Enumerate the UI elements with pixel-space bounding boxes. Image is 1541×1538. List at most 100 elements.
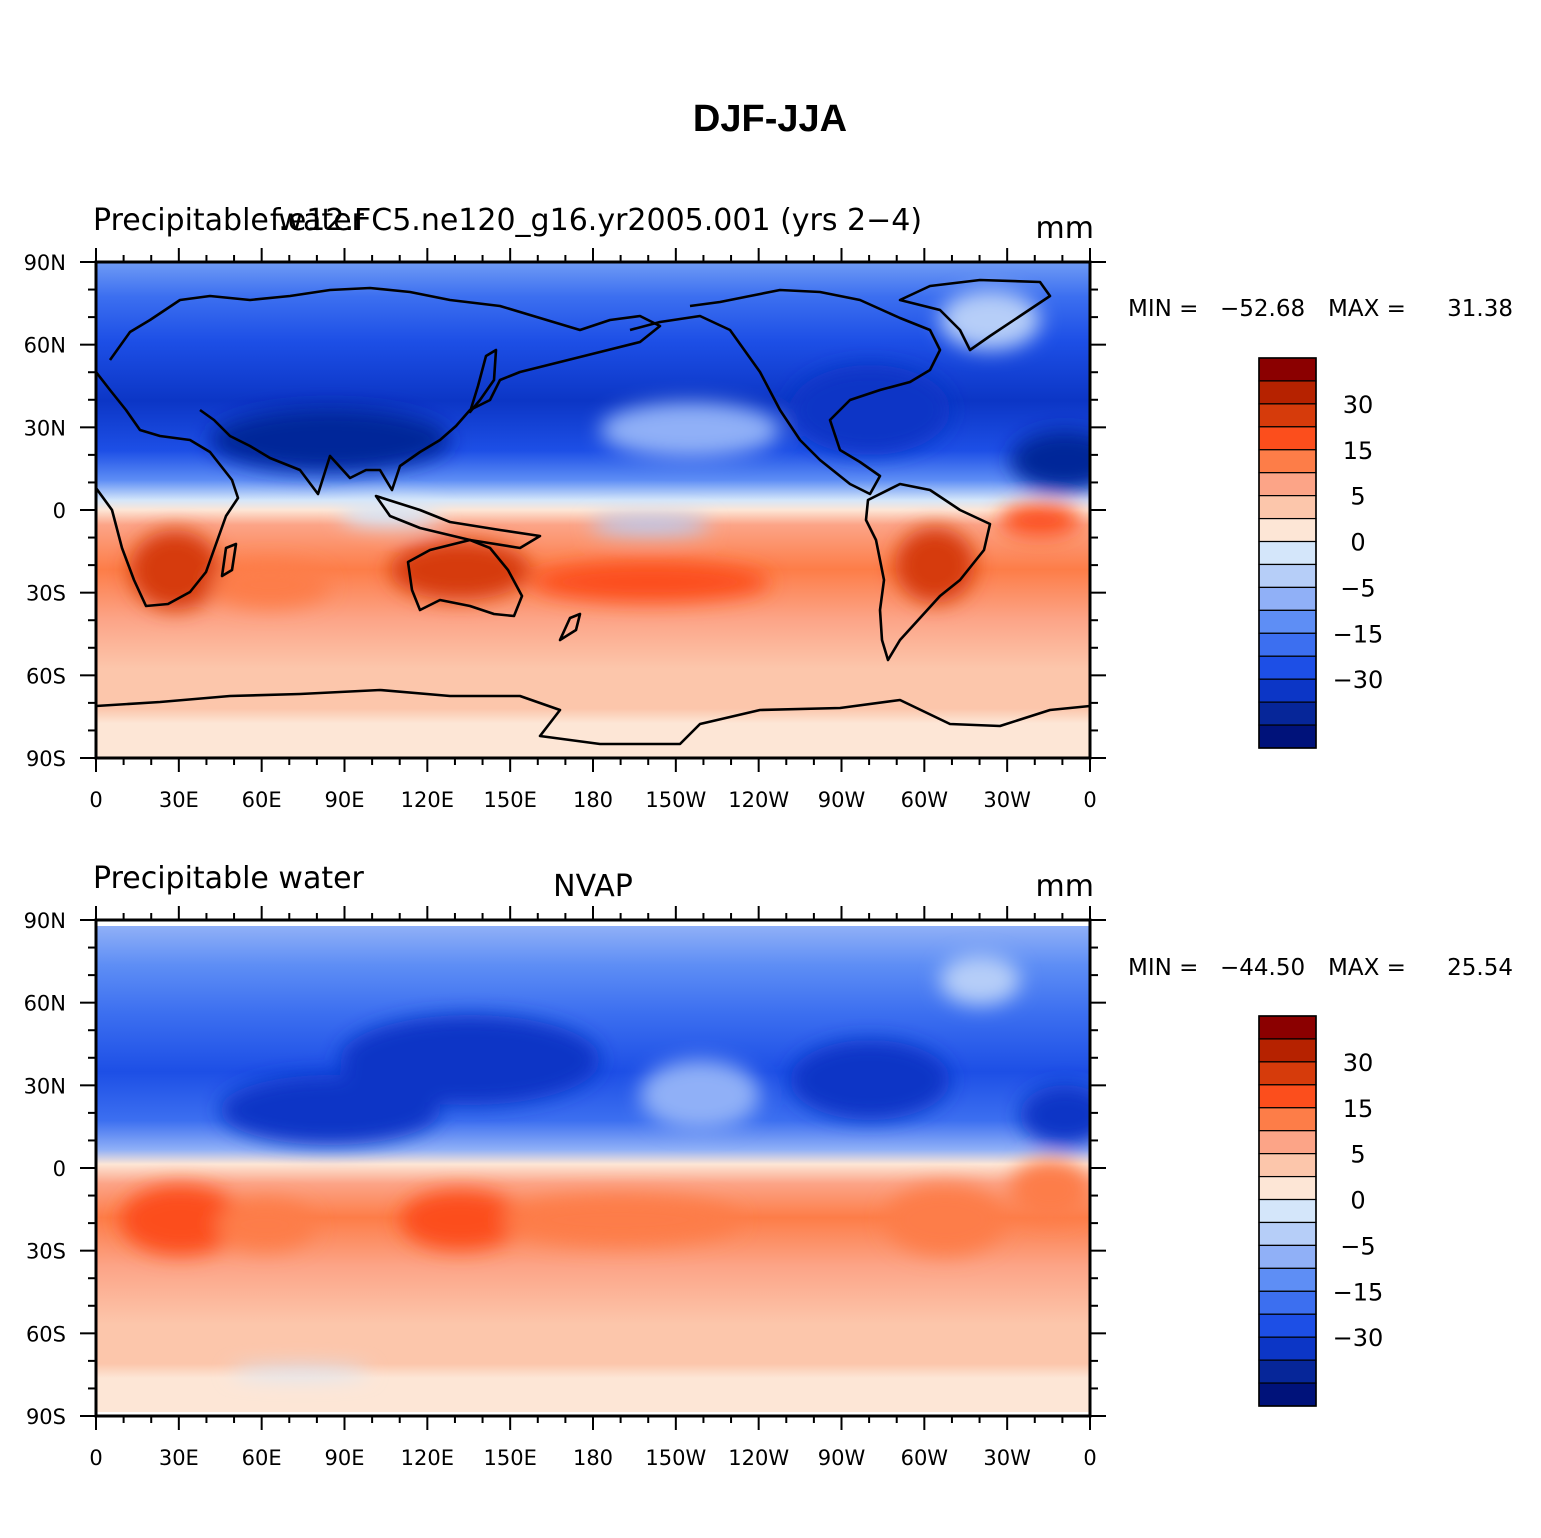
panel-left-title: Precipitable water [93, 861, 365, 896]
lon-tick-label: 0 [89, 1446, 102, 1470]
lon-tick-label: 120W [728, 788, 789, 812]
colorbar-cell [1258, 1107, 1317, 1132]
coast-greenland [898, 278, 1052, 352]
colorbar-cell [1258, 1267, 1317, 1292]
colorbar-cell [1258, 1359, 1317, 1384]
colorbar-cell [1258, 563, 1317, 589]
colorbar-cell [1258, 632, 1317, 657]
coast-africa-eurasia [96, 371, 240, 608]
lat-tick-label: 60N [24, 334, 66, 358]
colorbar-frame [1258, 357, 1317, 749]
colorbar-label: 15 [1343, 1095, 1374, 1123]
colorbar-cell [1258, 540, 1317, 566]
lon-tick-label: 120W [728, 1446, 789, 1470]
panel-center-title: NVAP [553, 869, 633, 904]
lon-tick-label: 60W [901, 788, 949, 812]
lon-tick-label: 180 [573, 1446, 613, 1470]
colorbar-label: −15 [1333, 1278, 1384, 1306]
lon-tick-label: 60E [242, 788, 282, 812]
coast-new-zealand [558, 612, 582, 642]
lat-tick-label: 90S [26, 747, 66, 771]
colorbar-cell [1258, 1175, 1317, 1201]
max-label: MAX = [1328, 955, 1406, 981]
lat-tick-label: 30S [26, 1240, 66, 1264]
colorbar-cell [1258, 449, 1317, 474]
lat-tick-label: 30N [24, 1074, 66, 1098]
colorbar-label: −5 [1340, 574, 1375, 602]
lon-tick-label: 0 [1083, 1446, 1096, 1470]
colorbar-label: 15 [1343, 437, 1374, 465]
colorbar-label: −30 [1333, 1324, 1384, 1352]
lon-tick-label: 60W [901, 1446, 949, 1470]
figure-title: DJF-JJA [693, 98, 847, 140]
min-label: MIN = [1128, 296, 1198, 322]
lon-tick-label: 30W [983, 1446, 1031, 1470]
colorbar-label: 30 [1343, 391, 1374, 419]
lat-tick-label: 60S [26, 1322, 66, 1346]
lon-tick-label: 0 [89, 788, 102, 812]
min-value: −52.68 [1220, 296, 1305, 322]
colorbar-label: 30 [1343, 1049, 1374, 1077]
lon-tick-label: 180 [573, 788, 613, 812]
lon-tick-label: 90W [818, 788, 866, 812]
panel-units: mm [1036, 869, 1094, 904]
colorbar-cell [1258, 1336, 1317, 1361]
lon-tick-label: 150W [645, 1446, 706, 1470]
axis-ticks [80, 906, 1106, 1430]
coast-indonesia [374, 494, 542, 550]
map-panel-observed: Precipitable water NVAP mm [24, 861, 1513, 1470]
colorbar-label: 5 [1350, 483, 1365, 511]
colorbar: 30 15 5 0 −5 −15 −30 [1258, 357, 1384, 749]
panel-center-title: f.e12.FC5.ne120_g16.yr2005.001 (yrs 2−4) [270, 203, 922, 238]
lon-tick-label: 120E [401, 788, 454, 812]
colorbar-cell [1258, 1038, 1317, 1063]
max-value: 25.54 [1447, 955, 1513, 981]
colorbar-label: 0 [1350, 529, 1365, 557]
axis-ticks [80, 248, 1106, 772]
colorbar-label: 5 [1350, 1141, 1365, 1169]
coast-antarctica [96, 688, 1090, 746]
coast-north-america [629, 288, 942, 496]
coast-madagascar [220, 542, 238, 578]
lat-tick-label: 0 [53, 1157, 66, 1181]
lon-tick-label: 60E [242, 1446, 282, 1470]
colorbar-cell [1258, 1290, 1317, 1315]
coast-eurasia-north [108, 286, 662, 496]
lon-tick-label: 0 [1083, 788, 1096, 812]
colorbar-cell [1258, 426, 1317, 451]
panel-left-title: Precipitable water [93, 203, 365, 238]
colorbar-cell [1258, 357, 1317, 382]
colorbar-label: −30 [1333, 666, 1384, 694]
colorbar-cell [1258, 724, 1317, 749]
max-label: MAX = [1328, 296, 1406, 322]
colorbar-frame [1258, 1015, 1317, 1407]
colorbar-cell [1258, 1130, 1317, 1155]
lat-tick-label: 30S [26, 582, 66, 606]
colorbar-cell [1258, 1244, 1317, 1269]
colorbar-cell [1258, 1061, 1317, 1086]
panel-units: mm [1036, 211, 1094, 246]
colorbar-cell [1258, 380, 1317, 405]
colorbar-cell [1258, 1153, 1317, 1178]
colorbar-cell [1258, 1313, 1317, 1338]
lon-tick-labels: 0 30E 60E 90E 120E 150E 180 150W 120W 90W 60W 30W 0 [89, 788, 1096, 812]
colorbar-cell [1258, 1221, 1317, 1247]
lat-tick-label: 60N [24, 992, 66, 1016]
lat-tick-label: 0 [53, 499, 66, 523]
min-value: −44.50 [1220, 955, 1305, 981]
lat-tick-labels: 90N 60N 30N 0 30S 60S 90S [24, 909, 66, 1429]
coast-japan [468, 348, 498, 414]
min-max-readout: MIN = −44.50 MAX = 25.54 [1128, 955, 1513, 981]
colorbar-cell [1258, 1015, 1317, 1040]
lon-tick-label: 120E [401, 1446, 454, 1470]
lon-tick-label: 30E [159, 788, 199, 812]
lat-tick-label: 60S [26, 664, 66, 688]
lon-tick-labels: 0 30E 60E 90E 120E 150E 180 150W 120W 90W 60W 30W 0 [89, 1446, 1096, 1470]
colorbar-label: 0 [1350, 1187, 1365, 1215]
colorbar-cell [1258, 586, 1317, 611]
lat-tick-labels: 90N 60N 30N 0 30S 60S 90S [24, 251, 66, 771]
lat-tick-label: 90N [24, 251, 66, 275]
contour-field [96, 262, 1090, 758]
colorbar-cell [1258, 678, 1317, 703]
